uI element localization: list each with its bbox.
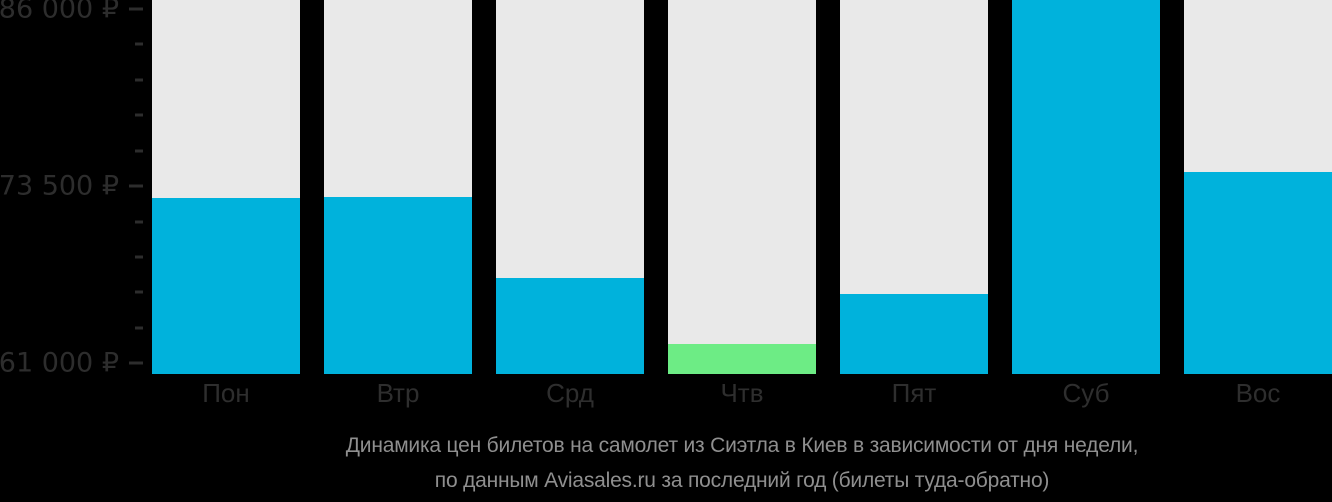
x-axis-label-вос: Вос — [1235, 378, 1281, 408]
tick-dash-icon — [135, 113, 143, 117]
y-axis-tick-minor — [0, 290, 143, 294]
y-axis-tick-minor — [0, 113, 143, 117]
x-axis-label-срд: Срд — [546, 378, 594, 408]
bar-column-суб — [1012, 0, 1160, 374]
tick-dash-icon — [135, 290, 143, 294]
bar-column-срд — [496, 0, 644, 374]
bar-column-пят — [840, 0, 988, 374]
tick-dash-icon — [135, 42, 143, 46]
caption-line-1: Динамика цен билетов на самолет из Сиэтл… — [345, 434, 1139, 457]
tick-dash-icon — [135, 149, 143, 153]
price-bar-срд[interactable] — [496, 278, 644, 374]
tick-dash-icon — [135, 255, 143, 259]
price-bar-пят[interactable] — [840, 294, 988, 374]
price-bar-вос[interactable] — [1184, 172, 1332, 374]
bar-column-вос — [1184, 0, 1332, 374]
price-bar-пон[interactable] — [152, 198, 300, 374]
price-bar-суб[interactable] — [1012, 0, 1160, 374]
price-bar-втр[interactable] — [324, 197, 472, 374]
y-axis-tick-minor — [0, 255, 143, 259]
x-axis-label-суб: Суб — [1062, 378, 1110, 408]
bar-column-пон — [152, 0, 300, 374]
caption-line-2: по данным Aviasales.ru за последний год … — [434, 469, 1050, 492]
x-axis-label-пят: Пят — [891, 378, 937, 408]
y-axis-tick-major: 61 000 ₽ — [0, 348, 143, 379]
y-axis-tick-minor — [0, 220, 143, 224]
y-axis-tick-minor — [0, 149, 143, 153]
chart-caption: Динамика цен билетов на самолет из Сиэтл… — [152, 428, 1332, 498]
y-axis-tick-major: 86 000 ₽ — [0, 0, 143, 25]
tick-dash-icon — [135, 78, 143, 82]
tick-dash-icon — [129, 361, 143, 365]
y-axis-tick-minor — [0, 78, 143, 82]
bar-column-втр — [324, 0, 472, 374]
x-axis-label-втр: Втр — [376, 378, 420, 408]
y-axis-tick-label: 61 000 ₽ — [0, 347, 119, 379]
price-bar-чтв[interactable] — [668, 344, 816, 374]
x-axis-labels: Пон Втр Срд Чтв Пят Суб Вос — [152, 378, 1332, 409]
tick-dash-icon — [129, 7, 143, 11]
tick-dash-icon — [135, 220, 143, 224]
x-axis-label-пон: Пон — [202, 378, 250, 408]
y-axis-tick-label: 73 500 ₽ — [0, 170, 119, 202]
y-axis-tick-minor — [0, 326, 143, 330]
y-axis-tick-major: 73 500 ₽ — [0, 171, 143, 202]
tick-dash-icon — [135, 326, 143, 330]
y-axis-tick-minor — [0, 42, 143, 46]
y-axis: 86 000 ₽ 73 500 ₽ 61 000 ₽ — [0, 0, 152, 379]
bar-column-чтв — [668, 0, 816, 374]
y-axis-tick-label: 86 000 ₽ — [0, 0, 119, 25]
x-axis-label-чтв: Чтв — [720, 378, 764, 408]
plot-area — [152, 0, 1332, 374]
tick-dash-icon — [129, 184, 143, 188]
